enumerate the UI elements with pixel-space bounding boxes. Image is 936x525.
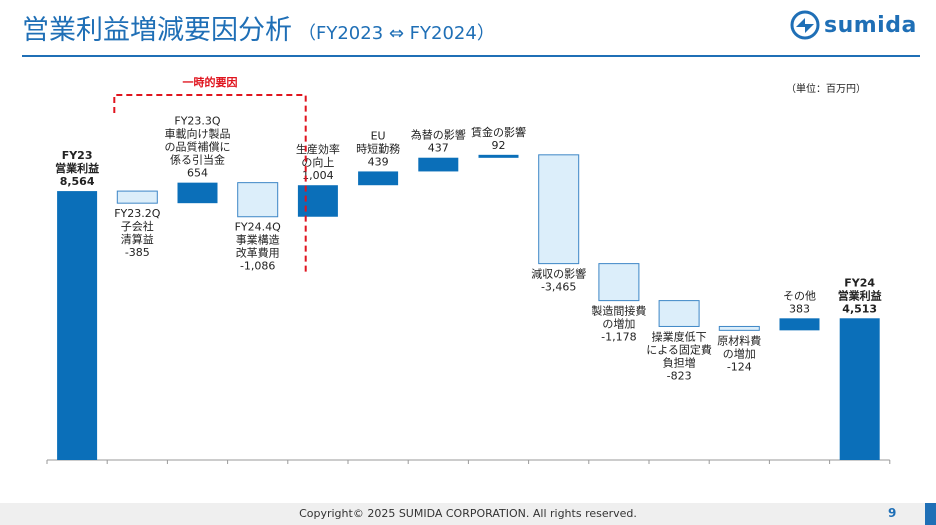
bar-value-label: 654 bbox=[187, 167, 208, 180]
bar-total bbox=[839, 318, 880, 460]
bar-category-label: 時短勤務 bbox=[356, 141, 400, 155]
bar-category-label: 清算益 bbox=[121, 232, 154, 246]
bar-category-label: 営業利益 bbox=[838, 288, 882, 302]
bar-category-label: EU bbox=[371, 129, 386, 142]
bar-value-label: 4,513 bbox=[842, 302, 877, 315]
bar-increase bbox=[418, 157, 459, 172]
bar-category-label: 子会社 bbox=[121, 219, 154, 233]
temporary-factors-bracket bbox=[113, 94, 307, 272]
bar-category-label: の向上 bbox=[301, 155, 334, 169]
footer-bar bbox=[0, 503, 936, 525]
waterfall-chart: FY23営業利益8,564FY23.2Q子会社清算益-385FY23.3Q車載向… bbox=[46, 75, 891, 464]
bar-category-label: 事業構造 bbox=[236, 233, 280, 247]
bar-value-label: 439 bbox=[368, 155, 389, 168]
bar-category-label: の増加 bbox=[602, 318, 635, 331]
page-corner-block bbox=[925, 503, 936, 525]
brand-logo: sumida bbox=[790, 10, 917, 40]
bar-value-label: -124 bbox=[727, 360, 752, 373]
page-title-text: 営業利益増減要因分析 bbox=[22, 15, 292, 46]
bar-category-label: FY23.3Q bbox=[174, 115, 221, 128]
bar-total bbox=[57, 191, 98, 460]
temporary-factors-label: 一時的要因 bbox=[183, 75, 238, 89]
bar-decrease bbox=[237, 182, 279, 218]
bar-category-label: 生産効率 bbox=[296, 142, 340, 156]
bar-category-label: の増加 bbox=[723, 347, 756, 360]
bar-category-label: 操業度低下 bbox=[652, 329, 707, 343]
bar-decrease bbox=[658, 300, 700, 327]
bar-category-label: 減収の影響 bbox=[531, 267, 586, 281]
bar-value-label: 383 bbox=[789, 302, 810, 315]
bar-value-label: 92 bbox=[492, 139, 506, 152]
bar-value-label: -3,465 bbox=[541, 281, 576, 294]
bar-category-label: 原材料費 bbox=[717, 333, 761, 347]
bar-value-label: -385 bbox=[125, 246, 150, 259]
bar-category-label: FY23 bbox=[62, 149, 93, 162]
bar-increase bbox=[177, 182, 218, 204]
bar-category-label: 営業利益 bbox=[55, 161, 99, 175]
page-number: 9 bbox=[888, 506, 897, 520]
bar-value-label: -1,178 bbox=[601, 331, 636, 344]
bar-category-label: 製造間接費 bbox=[591, 304, 646, 318]
bar-increase bbox=[297, 185, 338, 217]
bar-value-label: -823 bbox=[667, 369, 692, 382]
bar-increase bbox=[779, 318, 820, 331]
title-divider bbox=[22, 55, 920, 57]
bar-category-label: 負担増 bbox=[663, 355, 696, 369]
bar-increase bbox=[358, 171, 399, 186]
bar-category-label: 改革費用 bbox=[236, 246, 280, 260]
bar-increase bbox=[478, 154, 519, 158]
page-title: 営業利益増減要因分析 （FY2023 ⇔ FY2024） bbox=[22, 8, 495, 47]
bar-category-label: 係る引当金 bbox=[170, 153, 225, 167]
bar-value-label: 1,004 bbox=[302, 169, 334, 182]
bar-category-label: による固定費 bbox=[646, 342, 712, 356]
bar-decrease bbox=[718, 325, 760, 331]
bar-category-label: 車載向け製品 bbox=[165, 127, 231, 141]
unit-note: （単位：百万円） bbox=[786, 84, 866, 95]
copyright-text: Copyright© 2025 SUMIDA CORPORATION. All … bbox=[299, 507, 637, 520]
bar-category-label: 賃金の影響 bbox=[471, 125, 526, 139]
bar-decrease bbox=[116, 190, 158, 204]
bar-value-label: 8,564 bbox=[60, 175, 95, 188]
bar-category-label: その他 bbox=[783, 289, 816, 302]
bar-decrease bbox=[538, 154, 580, 265]
page-subtitle: （FY2023 ⇔ FY2024） bbox=[298, 23, 495, 44]
bar-category-label: FY24 bbox=[844, 276, 875, 289]
bar-category-label: の品質補償に bbox=[165, 140, 231, 154]
bar-value-label: 437 bbox=[428, 142, 449, 155]
sumida-logo-icon bbox=[790, 10, 820, 40]
bar-category-label: FY23.2Q bbox=[114, 207, 161, 220]
bar-value-label: -1,086 bbox=[240, 260, 275, 273]
bar-decrease bbox=[598, 263, 640, 302]
brand-name: sumida bbox=[824, 12, 917, 38]
bar-category-label: 為替の影響 bbox=[411, 128, 466, 142]
bar-category-label: FY24.4Q bbox=[235, 221, 282, 234]
